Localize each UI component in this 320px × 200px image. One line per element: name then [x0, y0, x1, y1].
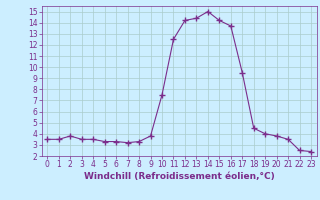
X-axis label: Windchill (Refroidissement éolien,°C): Windchill (Refroidissement éolien,°C): [84, 172, 275, 181]
